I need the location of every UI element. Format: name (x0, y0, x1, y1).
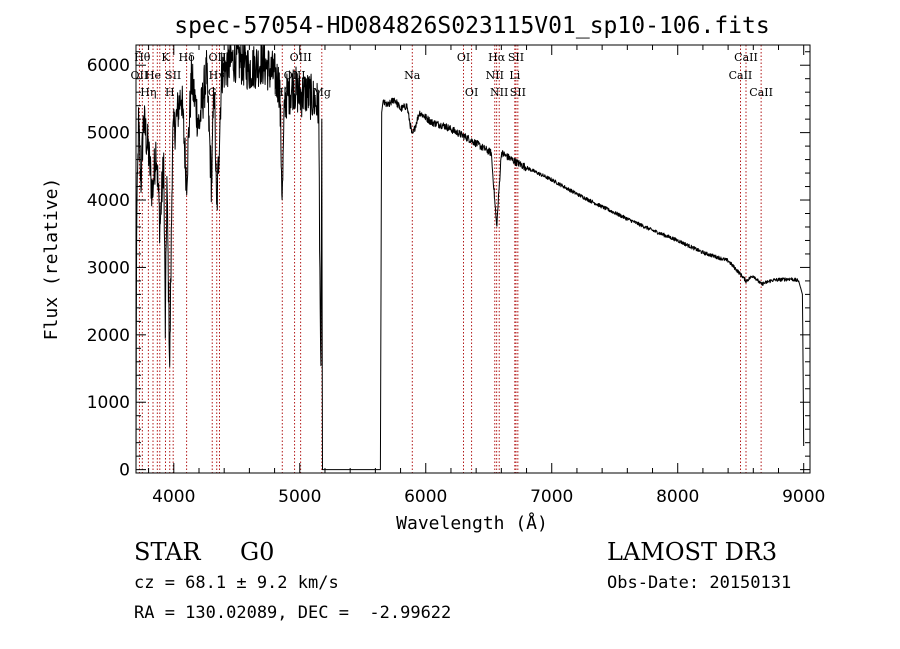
spectrum-line (135, 44, 805, 471)
y-axis-label: Flux (relative) (41, 178, 62, 341)
line-markers (138, 45, 762, 473)
line-marker-label-3: He (145, 69, 161, 82)
survey-name: LAMOST DR3 (607, 538, 778, 566)
redshift-readout: cz = 68.1 ± 9.2 km/s (134, 573, 339, 593)
line-marker-label-7: H (165, 86, 175, 99)
y-tick-label-3000: 3000 (87, 258, 130, 278)
line-marker-label-0: OII (131, 69, 149, 82)
x-tick-label-5000: 5000 (278, 487, 321, 507)
line-marker-label-19: OI (465, 86, 478, 99)
line-marker-label-22: NII (490, 86, 508, 99)
y-tick-label-0: 0 (119, 461, 130, 481)
coordinates-readout: RA = 130.02089, DEC = -2.99622 (134, 603, 452, 623)
line-marker-label-2: Hη (140, 86, 156, 99)
line-marker-label-1: Hθ (134, 51, 151, 64)
line-marker-label-17: Na (404, 69, 421, 82)
line-marker-label-27: CaII (734, 51, 758, 64)
y-tick-label-6000: 6000 (87, 56, 130, 76)
x-tick-label-8000: 8000 (656, 487, 699, 507)
line-marker-label-26: CaII (729, 69, 753, 82)
line-marker-label-20: NII (486, 69, 504, 82)
x-tick-label-4000: 4000 (152, 487, 195, 507)
plot-frame (135, 44, 811, 474)
x-tick-label-9000: 9000 (782, 487, 825, 507)
y-tick-label-5000: 5000 (87, 124, 130, 144)
line-marker-label-23: Li (509, 69, 520, 82)
x-axis: 4000 5000 6000 7000 8000 9000 (148, 45, 825, 507)
y-axis: 0 1000 2000 3000 4000 5000 6000 (87, 51, 810, 481)
x-axis-label: Wavelength (Å) (396, 512, 548, 534)
chart-title: spec-57054-HD084826S023115V01_sp10-106.f… (174, 13, 769, 39)
line-marker-label-28: CaII (749, 86, 773, 99)
line-marker-label-10: G (208, 86, 217, 99)
x-tick-label-7000: 7000 (530, 487, 573, 507)
line-marker-label-9: Hδ (179, 51, 196, 64)
line-marker-label-21: Hα (488, 51, 506, 64)
y-tick-label-1000: 1000 (87, 393, 130, 413)
obs-date: Obs-Date: 20150131 (607, 573, 792, 593)
y-tick-label-4000: 4000 (87, 191, 130, 211)
line-marker-label-6: K (161, 51, 170, 64)
x-tick-label-6000: 6000 (404, 487, 447, 507)
line-marker-label-24: SII (508, 51, 524, 64)
line-marker-label-8: SII (165, 69, 181, 82)
y-tick-label-2000: 2000 (87, 326, 130, 346)
object-subclass: G0 (240, 538, 275, 566)
object-class: STAR (134, 538, 201, 566)
line-marker-label-15: OIII (290, 51, 312, 64)
line-marker-label-25: SII (510, 86, 526, 99)
line-marker-label-18: OI (457, 51, 470, 64)
